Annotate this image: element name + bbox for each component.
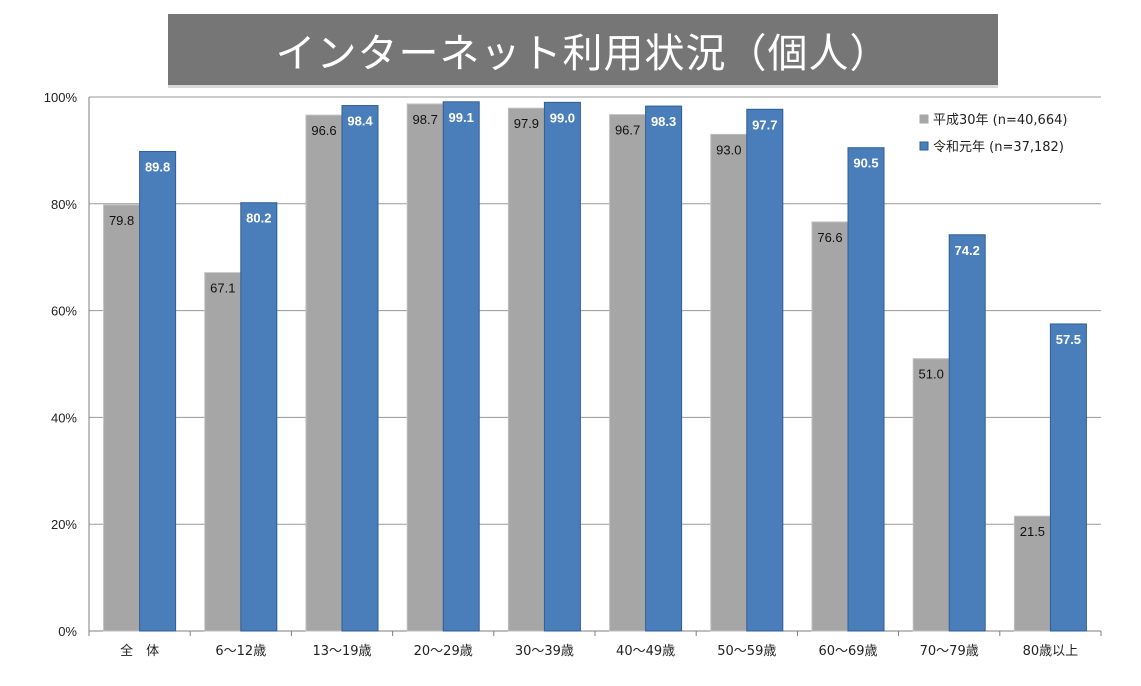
bar-series-1 xyxy=(305,114,343,632)
bar-series-1 xyxy=(609,114,647,632)
bar-series-2 xyxy=(645,105,683,632)
data-label-series-1: 96.7 xyxy=(615,123,640,138)
bar-series-2 xyxy=(139,150,177,632)
bar-series-1 xyxy=(912,358,950,632)
data-label-series-1: 96.6 xyxy=(311,123,336,138)
x-category-label: 20～29歳 xyxy=(414,644,473,659)
data-label-series-2: 99.1 xyxy=(449,110,474,125)
data-label-series-2: 90.5 xyxy=(853,156,878,171)
x-category-label: 30～39歳 xyxy=(515,644,574,659)
bar-series-1 xyxy=(406,103,444,632)
y-tick-label: 40% xyxy=(51,410,77,425)
data-label-series-2: 74.2 xyxy=(955,243,980,258)
data-label-series-2: 89.8 xyxy=(145,159,170,174)
bar-series-2 xyxy=(240,202,278,632)
y-tick-label: 100% xyxy=(44,90,78,105)
data-label-series-1: 79.8 xyxy=(109,213,134,228)
data-label-series-1: 93.0 xyxy=(716,142,741,157)
data-label-series-2: 98.4 xyxy=(347,114,373,129)
x-category-label: 6～12歳 xyxy=(215,644,266,659)
data-label-series-1: 98.7 xyxy=(413,112,438,127)
x-category-label: 80歳以上 xyxy=(1023,644,1079,659)
bar-series-1 xyxy=(710,133,748,632)
bar-series-2 xyxy=(442,101,480,632)
data-label-series-2: 80.2 xyxy=(246,211,271,226)
bar-series-2 xyxy=(1049,323,1087,632)
data-label-series-1: 21.5 xyxy=(1020,524,1045,539)
data-label-series-2: 97.7 xyxy=(752,117,777,132)
x-category-label: 60～69歳 xyxy=(818,644,877,659)
x-category-label: 50～59歳 xyxy=(717,644,776,659)
legend-label: 令和元年 (n=37,182) xyxy=(933,140,1064,155)
legend-label: 平成30年 (n=40,664) xyxy=(933,113,1067,128)
data-label-series-1: 67.1 xyxy=(210,281,235,296)
x-category-label: 40～49歳 xyxy=(616,644,675,659)
bar-series-1 xyxy=(1013,515,1051,632)
y-tick-label: 80% xyxy=(51,197,77,212)
bar-series-2 xyxy=(746,108,784,632)
x-category-label: 70～79歳 xyxy=(920,644,979,659)
bar-series-2 xyxy=(847,147,885,632)
legend-swatch xyxy=(919,141,929,151)
bar-series-1 xyxy=(204,272,242,632)
chart-title: インターネット利用状況（個人） xyxy=(275,30,891,77)
data-label-series-2: 99.0 xyxy=(550,110,575,125)
y-tick-label: 20% xyxy=(51,517,77,532)
data-label-series-2: 57.5 xyxy=(1056,332,1081,347)
data-label-series-1: 76.6 xyxy=(817,230,842,245)
bar-series-1 xyxy=(103,204,141,632)
data-label-series-2: 98.3 xyxy=(651,114,676,129)
y-tick-label: 0% xyxy=(58,624,77,639)
data-label-series-1: 51.0 xyxy=(919,367,944,382)
legend-swatch xyxy=(919,114,929,124)
bar-series-1 xyxy=(507,107,545,632)
bar-series-2 xyxy=(341,105,379,632)
y-tick-label: 60% xyxy=(51,304,77,319)
x-category-label: 13～19歳 xyxy=(312,644,371,659)
x-category-label: 全 体 xyxy=(120,643,159,659)
data-label-series-1: 97.9 xyxy=(514,116,539,131)
chart-title-banner: インターネット利用状況（個人） xyxy=(168,14,998,88)
bar-series-2 xyxy=(948,234,986,632)
bar-series-1 xyxy=(811,221,849,632)
bar-series-2 xyxy=(543,101,581,632)
